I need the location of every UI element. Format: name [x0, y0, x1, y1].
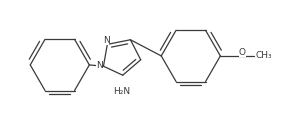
Text: N: N: [96, 61, 103, 70]
Text: N: N: [103, 36, 109, 45]
Text: O: O: [239, 48, 246, 57]
Text: CH₃: CH₃: [256, 51, 272, 60]
Text: H₂N: H₂N: [113, 87, 130, 96]
